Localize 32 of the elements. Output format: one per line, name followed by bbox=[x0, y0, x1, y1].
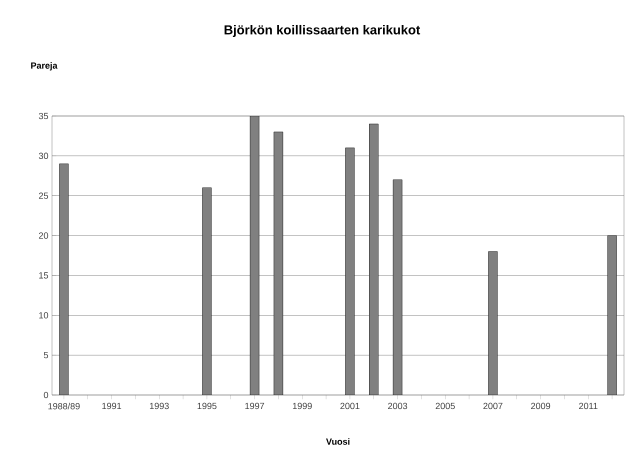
y-axis-title: Pareja bbox=[31, 62, 58, 70]
bar bbox=[392, 180, 402, 395]
x-tick-label: 2005 bbox=[436, 402, 455, 410]
y-tick-label: 5 bbox=[44, 352, 48, 358]
x-tick-label: 2007 bbox=[483, 402, 502, 410]
bar bbox=[369, 124, 378, 395]
x-tick-label: 1988/89 bbox=[48, 402, 80, 410]
y-tick-label: 0 bbox=[44, 392, 48, 398]
x-tick-label: 1997 bbox=[245, 402, 264, 410]
x-tick-label: 2003 bbox=[388, 402, 408, 410]
bar bbox=[202, 188, 212, 395]
y-tick-label: 10 bbox=[39, 312, 48, 318]
x-tick-label: 2001 bbox=[340, 402, 360, 410]
y-tick-label: 20 bbox=[38, 232, 48, 239]
bar bbox=[488, 251, 498, 395]
chart-title: Björkön koillissaarten karikukot bbox=[224, 24, 420, 38]
bar bbox=[274, 132, 284, 395]
bar bbox=[59, 164, 69, 395]
x-tick-label: 1999 bbox=[292, 402, 312, 410]
x-axis-title: Vuosi bbox=[326, 438, 350, 445]
y-tick-label: 15 bbox=[39, 272, 48, 279]
x-tick-label: 1991 bbox=[102, 402, 122, 410]
y-tick-label: 35 bbox=[38, 112, 48, 120]
x-tick-label: 2009 bbox=[531, 402, 550, 410]
y-tick-label: 30 bbox=[38, 152, 48, 160]
x-tick-label: 1995 bbox=[198, 402, 217, 410]
x-tick-label: 2011 bbox=[579, 402, 598, 410]
bar bbox=[607, 235, 617, 395]
bar bbox=[345, 148, 355, 395]
x-tick-label: 1993 bbox=[150, 402, 169, 410]
y-tick-label: 25 bbox=[38, 192, 48, 199]
bar bbox=[250, 116, 260, 395]
